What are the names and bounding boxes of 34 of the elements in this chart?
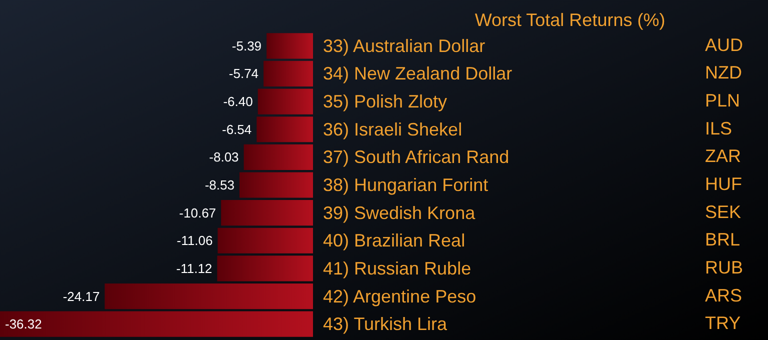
text: Worst Total Returns (%) [474,10,666,30]
y-tick-label: 37) South African Rand [323,147,510,168]
text: ARS [705,285,742,306]
y-tick-label: 40) Brazilian Real [323,230,466,251]
data-label: -24.17 [62,288,100,304]
y-tick-label: 34) New Zealand Dollar [323,64,512,84]
text: ILS [705,118,732,138]
y-tick-label: 35) Polish Zloty [323,92,448,112]
text: ZAR [705,146,741,166]
y-tick-label: 42) Argentine Peso [323,286,476,306]
y-tick-label: 41) Russian Ruble [323,258,472,278]
text: NZD [705,62,742,83]
data-label: -10.67 [179,205,216,220]
data-label: -11.06 [176,233,213,248]
y-tick-label: 39) Swedish Krona [323,202,476,223]
data-label: -11.12 [176,260,212,276]
data-label: -6.54 [222,122,252,137]
data-label: -5.39 [232,38,262,54]
y-tick-label: 38) Hungarian Forint [323,175,488,195]
text: PLN [705,90,740,111]
text: HUF [705,174,742,194]
text: TRY [705,313,741,334]
data-label: -6.40 [223,94,253,110]
text: SEK [705,202,742,222]
data-label: -8.03 [209,150,239,165]
data-label: -5.74 [228,66,259,82]
text: AUD [705,34,744,55]
data-label: -36.32 [5,316,42,332]
data-label: -8.53 [204,178,234,192]
text: BRL [705,230,740,250]
text: RUB [705,257,744,278]
y-tick-label: 36) Israeli Shekel [323,119,462,140]
y-tick-label: 43) Turkish Lira [323,314,448,334]
y-tick-label: 33) Australian Dollar [323,36,486,56]
